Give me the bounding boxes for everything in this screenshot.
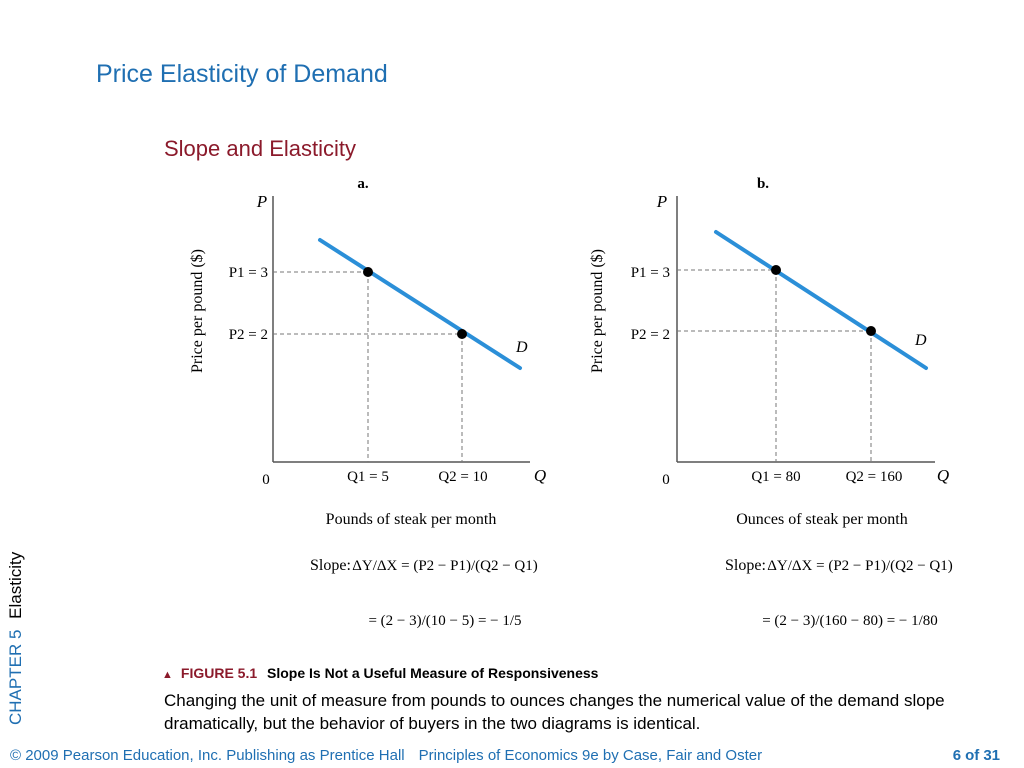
- page-current: 6: [952, 747, 962, 764]
- panel-b-slope-line2: = (2 − 3)/(160 − 80) = − 1/80: [762, 613, 938, 629]
- panel-b-demand-line: [714, 230, 928, 370]
- panel-b-p2-label: P2 = 2: [631, 327, 670, 343]
- panel-b-q1-label: Q1 = 80: [751, 469, 800, 485]
- figure-title: Slope Is Not a Useful Measure of Respons…: [267, 665, 599, 681]
- panel-b-slope-word: Slope:: [725, 557, 766, 574]
- panel-a-slope-word: Slope:: [310, 557, 351, 574]
- panel-a-q1-label: Q1 = 5: [347, 469, 389, 485]
- footer-book: Principles of Economics 9e by Case, Fair…: [418, 747, 763, 764]
- panel-b-x-title: Ounces of steak per month: [736, 511, 908, 528]
- panel-b-slope-line1: ΔY/ΔX = (P2 − P1)/(Q2 − Q1): [767, 558, 953, 574]
- panel-b-y-symbol: P: [656, 192, 667, 211]
- panel-a-x-title: Pounds of steak per month: [326, 511, 497, 528]
- panel-b-y-title: Price per pound ($): [589, 249, 606, 373]
- panel-a-slope-line2: = (2 − 3)/(10 − 5) = − 1/5: [368, 613, 521, 629]
- page-number: 6 of 31: [953, 747, 1000, 764]
- panel-a-y-symbol: P: [256, 192, 267, 211]
- figure-marker-icon: ▲: [162, 669, 173, 681]
- footer: © 2009 Pearson Education, Inc. Publishin…: [10, 747, 762, 764]
- panel-a-point-1: [363, 267, 373, 277]
- panel-b-label: b.: [757, 176, 769, 192]
- panel-b-p1-label: P1 = 3: [631, 265, 670, 281]
- figure-number: FIGURE 5.1: [180, 665, 258, 681]
- panel-b-x-symbol: Q: [937, 466, 949, 485]
- figure-heading: ▲ FIGURE 5.1 Slope Is Not a Useful Measur…: [162, 665, 598, 681]
- panel-b-point-1: [771, 265, 781, 275]
- panel-a-q2-label: Q2 = 10: [438, 469, 487, 485]
- page-subtitle: Slope and Elasticity: [164, 136, 356, 161]
- panel-a-curve-label: D: [515, 339, 528, 356]
- panel-b-point-2: [866, 326, 876, 336]
- panel-a-p1-label: P1 = 3: [229, 265, 268, 281]
- panel-a-demand-line: [318, 238, 522, 370]
- figure-caption: Changing the unit of measure from pounds…: [164, 691, 945, 733]
- panel-a-point-2: [457, 329, 467, 339]
- panel-b: b. P Price per pound ($) D P1 = 3 P2 = 2…: [589, 176, 953, 629]
- panel-b-curve-label: D: [914, 332, 927, 349]
- panel-a-y-title: Price per pound ($): [189, 249, 206, 373]
- panel-b-origin: 0: [662, 472, 670, 488]
- panel-a: a. P Price per pound ($) D P1 = 3 P2 = 2…: [189, 176, 546, 629]
- footer-copyright: © 2009 Pearson Education, Inc. Publishin…: [10, 747, 405, 764]
- page-of: of: [965, 747, 980, 764]
- panel-a-label: a.: [357, 176, 369, 192]
- panel-a-p2-label: P2 = 2: [229, 327, 268, 343]
- page-total: 31: [983, 747, 1000, 764]
- page-title: Price Elasticity of Demand: [96, 60, 388, 88]
- panel-a-x-symbol: Q: [534, 466, 546, 485]
- panel-b-q2-label: Q2 = 160: [846, 469, 903, 485]
- panel-a-origin: 0: [262, 472, 270, 488]
- panel-a-slope-line1: ΔY/ΔX = (P2 − P1)/(Q2 − Q1): [352, 558, 538, 574]
